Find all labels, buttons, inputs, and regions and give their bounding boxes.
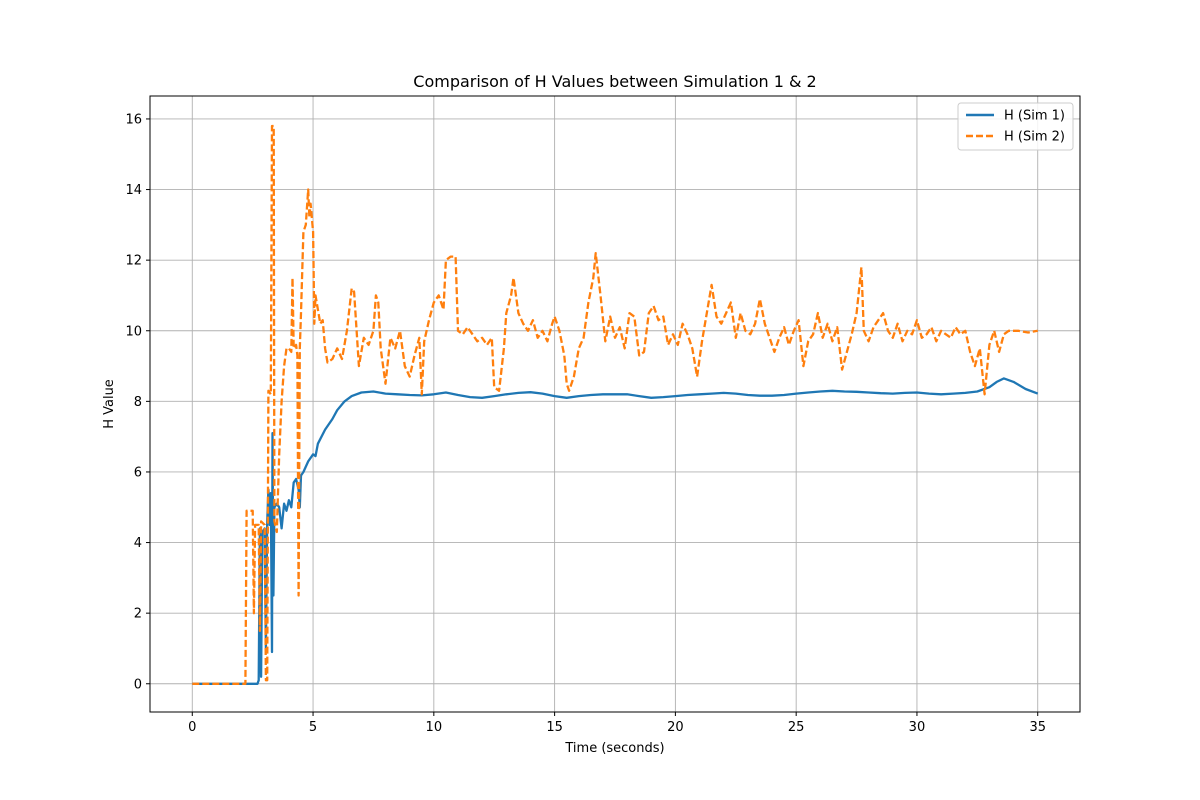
x-tick-label: 25 — [788, 720, 805, 735]
x-tick-label: 5 — [309, 720, 317, 735]
chart-title: Comparison of H Values between Simulatio… — [413, 72, 816, 91]
series-group — [192, 124, 1039, 685]
y-tick-label: 16 — [125, 112, 142, 127]
x-tick-label: 35 — [1029, 720, 1046, 735]
series-line-sim2 — [192, 124, 1038, 685]
legend-label-sim1: H (Sim 1) — [1004, 109, 1065, 124]
x-tick-label: 15 — [546, 720, 563, 735]
y-axis: 0 2 4 6 8 10 12 14 16 — [125, 112, 150, 692]
y-tick-label: 2 — [134, 607, 142, 622]
y-tick-label: 8 — [134, 395, 142, 410]
x-axis: 0 5 10 15 20 25 30 35 — [188, 712, 1046, 735]
legend-label-sim2: H (Sim 2) — [1004, 130, 1065, 145]
plot-area-frame — [149, 95, 1081, 713]
y-axis-label: H Value — [102, 379, 117, 429]
x-tick-label: 10 — [426, 720, 443, 735]
grid — [150, 96, 1080, 712]
y-tick-label: 14 — [125, 183, 142, 198]
x-tick-label: 0 — [188, 720, 196, 735]
y-tick-label: 0 — [134, 677, 142, 692]
y-tick-label: 12 — [125, 254, 142, 269]
y-tick-label: 4 — [134, 536, 142, 551]
x-tick-label: 20 — [667, 720, 684, 735]
series-line-sim1 — [192, 377, 1039, 685]
x-tick-label: 30 — [909, 720, 926, 735]
y-tick-label: 10 — [125, 324, 142, 339]
x-axis-label: Time (seconds) — [564, 741, 664, 756]
y-tick-label: 6 — [134, 465, 142, 480]
legend: H (Sim 1) H (Sim 2) — [957, 102, 1074, 151]
